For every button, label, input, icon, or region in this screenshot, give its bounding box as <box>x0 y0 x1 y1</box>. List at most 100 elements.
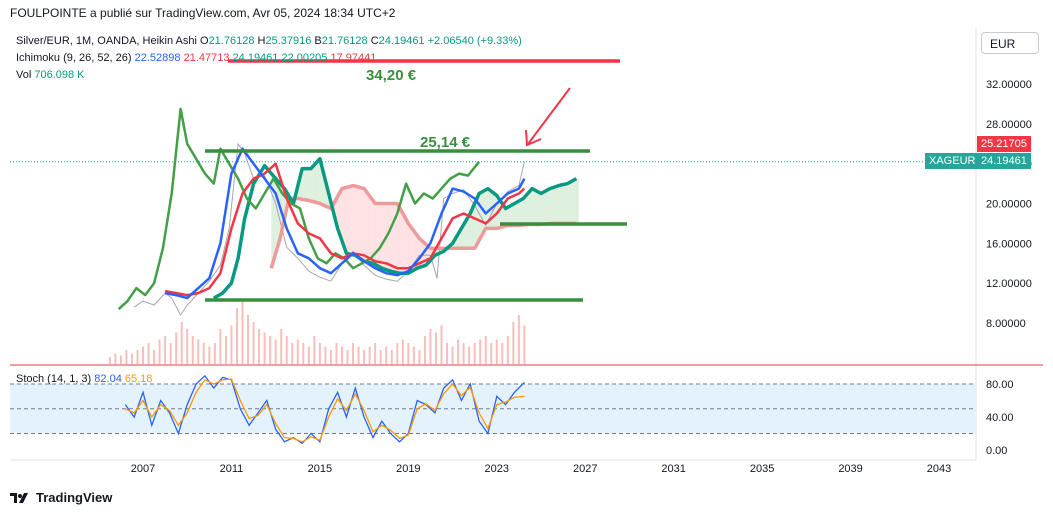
cloud-fill <box>426 244 429 266</box>
cloud-fill <box>428 246 431 263</box>
cloud-fill <box>534 189 537 225</box>
arrow-head[interactable] <box>525 129 542 147</box>
upper-level-label[interactable]: 34,20 € <box>366 67 417 84</box>
volume-bar <box>385 346 388 364</box>
volume-bar <box>302 343 305 364</box>
volume-bar <box>357 346 360 364</box>
price-tick-label: 20.00000 <box>986 199 1032 211</box>
cloud-fill <box>574 179 577 224</box>
cloud-fill <box>353 185 356 255</box>
cloud-fill <box>452 243 456 249</box>
stoch-label[interactable]: Stoch (14, 1, 3) <box>16 373 92 385</box>
cloud-fill <box>273 176 276 261</box>
series-span-a[interactable] <box>212 156 578 300</box>
cloud-fill <box>463 224 467 249</box>
cloud-fill <box>419 238 422 268</box>
series-close[interactable] <box>133 143 525 316</box>
ichimoku-kijun-value: 21.47713 <box>183 52 230 64</box>
cloud-fill <box>571 181 575 224</box>
cloud-fill <box>379 203 383 267</box>
volume-bar <box>423 336 426 364</box>
volume-bar <box>235 308 238 364</box>
volume-bar <box>241 301 244 364</box>
volume-bar <box>368 346 371 364</box>
volume-bar <box>208 346 211 364</box>
cloud-fill <box>461 228 464 249</box>
volume-bar <box>501 343 504 364</box>
cloud-fill <box>523 198 526 226</box>
volume-bar <box>335 343 338 364</box>
time-tick-label: 2023 <box>485 463 509 475</box>
series-stoch-d[interactable] <box>125 378 525 443</box>
volume-bar <box>434 332 437 364</box>
volume-bar <box>446 343 449 364</box>
cloud-fill <box>306 168 310 201</box>
ichimoku-label[interactable]: Ichimoku (9, 26, 52, 26) <box>16 52 132 64</box>
currency-button[interactable]: EUR <box>981 32 1039 54</box>
stoch-pane[interactable] <box>10 374 976 445</box>
cloud-fill <box>563 184 566 224</box>
arrow-shaft[interactable] <box>527 87 571 145</box>
brand-label: TradingView <box>36 490 113 505</box>
series-kijun[interactable] <box>164 162 526 297</box>
cloud-fill <box>465 220 469 249</box>
tradingview-brand[interactable]: TradingView <box>10 490 112 505</box>
cloud-fill <box>481 192 484 237</box>
cloud-fill <box>543 192 546 225</box>
volume-bar <box>230 325 233 364</box>
cloud-fill <box>275 178 279 254</box>
cloud-fill <box>284 188 288 219</box>
cloud-fill <box>516 202 520 226</box>
series-chikou[interactable] <box>117 107 481 311</box>
legend-symbol[interactable]: Silver/EUR, 1M, OANDA, Heikin Ashi <box>16 35 197 47</box>
main-pane[interactable] <box>10 107 976 364</box>
cloud-fill <box>355 186 358 256</box>
volume-bar <box>462 343 465 364</box>
legend-b-value: 21.76128 <box>321 35 368 47</box>
legend-c-label: C <box>370 35 379 47</box>
cloud-fill <box>567 183 571 224</box>
ichimoku-chikou-value: 24.19461 <box>232 52 279 64</box>
drawings[interactable]: 34,20 € 25,14 € <box>205 59 627 302</box>
time-tick-label: 2019 <box>396 463 420 475</box>
cloud-fill <box>470 213 473 249</box>
cloud-fill <box>357 186 360 257</box>
cloud-fill <box>412 229 416 271</box>
volume-bar <box>307 346 310 364</box>
cloud-fill <box>364 188 367 262</box>
cloud-fill <box>384 203 387 269</box>
volume-bar <box>180 322 183 364</box>
cloud-fill <box>315 163 318 203</box>
volume-bar <box>313 336 316 364</box>
ichimoku-span-a-value: 22.00205 <box>281 52 328 64</box>
volume-bar <box>407 343 410 364</box>
volume-bar <box>291 343 294 364</box>
cloud-fill <box>397 203 400 273</box>
cloud-fill <box>388 203 391 271</box>
volume-bar <box>418 350 421 364</box>
time-tick-label: 2039 <box>838 463 862 475</box>
volume-bar <box>191 336 194 364</box>
cloud-fill <box>346 187 349 254</box>
cloud-fill <box>368 194 372 263</box>
volume-bar <box>473 343 476 364</box>
volume-bar <box>158 339 161 364</box>
mid-level-label[interactable]: 25,14 € <box>420 134 471 151</box>
cloud-fill <box>342 188 345 241</box>
cloud-fill <box>381 203 385 269</box>
cloud-fill <box>390 203 394 272</box>
series-tenkan[interactable] <box>164 147 526 300</box>
volume-bar <box>374 343 377 364</box>
cloud-fill <box>348 186 352 254</box>
vol-label[interactable]: Vol <box>16 69 32 81</box>
cloud-fill <box>372 200 376 264</box>
cloud-fill <box>527 193 531 225</box>
stoch-d-value: 65.18 <box>124 373 153 385</box>
cloud-fill <box>558 185 562 224</box>
cloud-fill <box>545 191 548 225</box>
volume-bar <box>108 357 111 364</box>
time-tick-label: 2027 <box>573 463 597 475</box>
volume-bar <box>379 350 382 364</box>
cloud-fill <box>302 168 305 200</box>
